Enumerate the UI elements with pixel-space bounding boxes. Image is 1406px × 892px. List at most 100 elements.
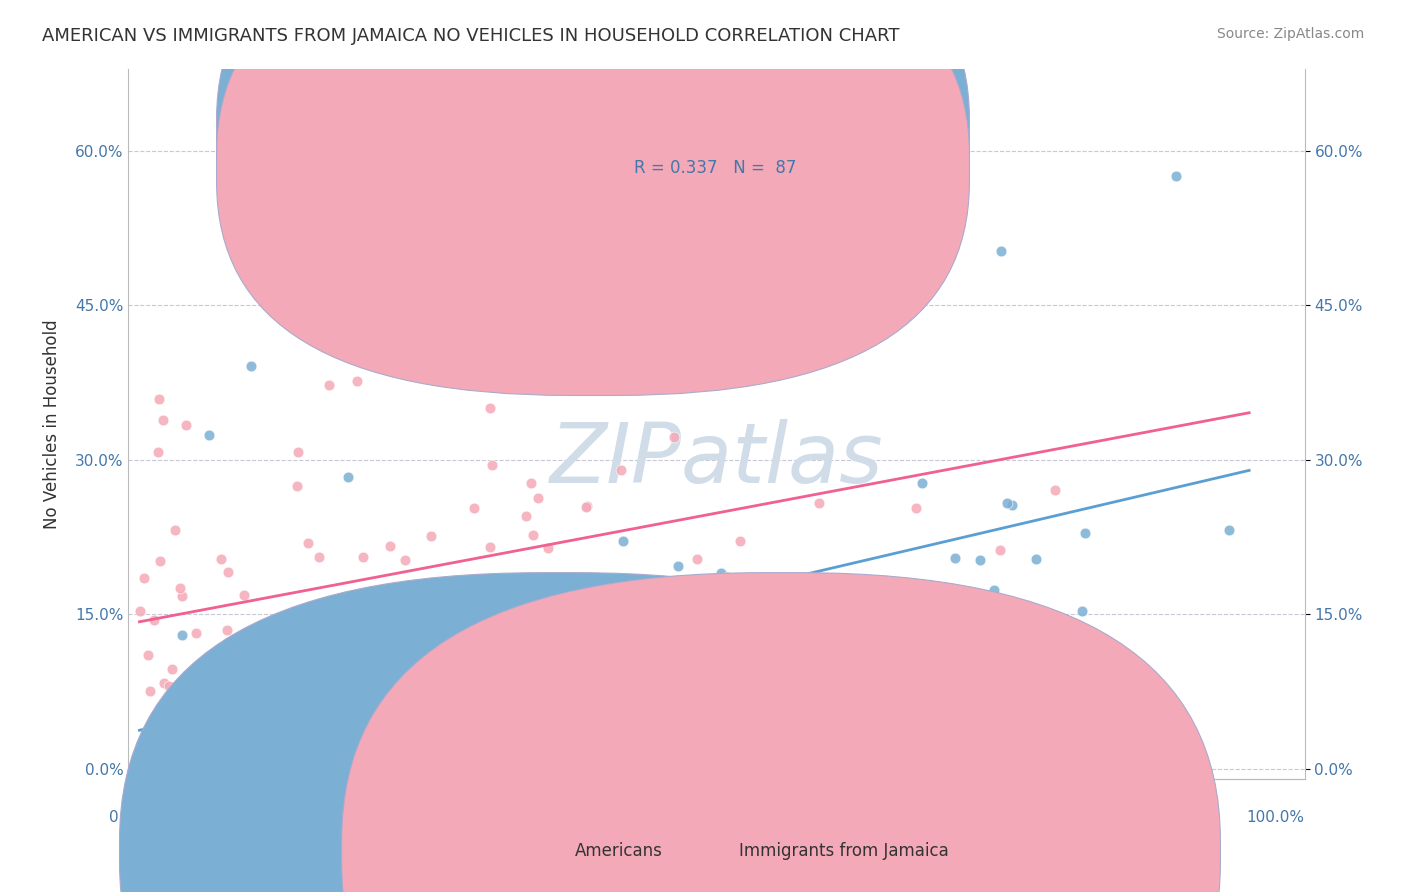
Point [599,629,621,643]
Point [498,699,520,714]
Point [569,329,592,343]
Point [266,669,288,683]
Point [308,694,330,708]
Point [285,724,308,739]
Point [352,550,374,565]
Point [866,171,889,186]
Point [167,725,190,739]
Point [285,685,308,699]
Point [889,662,911,676]
Point [669,674,692,689]
Point [681,643,703,657]
Point [207,762,229,776]
Point [297,536,319,550]
Point [347,690,370,704]
Point [711,619,734,633]
Point [264,281,287,295]
Point [723,602,745,616]
Point [278,617,301,632]
Point [323,760,346,774]
Point [1074,526,1097,541]
Point [415,673,437,687]
Point [657,641,679,656]
Point [911,475,934,490]
Point [292,281,315,295]
Point [716,570,738,584]
Point [229,762,252,776]
Point [387,657,409,672]
Point [340,743,363,757]
Point [654,730,676,744]
Point [342,678,364,692]
Point [418,661,440,675]
Point [482,702,505,716]
Point [356,673,378,688]
Point [426,594,449,608]
Point [488,673,510,688]
Point [149,554,172,568]
Point [562,624,585,639]
Point [859,587,882,601]
Point [353,700,375,714]
Text: Immigrants from Jamaica: Immigrants from Jamaica [738,842,949,860]
Point [501,701,523,715]
Point [710,566,733,580]
Point [447,654,470,668]
Point [671,698,693,712]
Point [155,762,177,776]
Point [1025,552,1047,566]
Point [501,658,523,673]
Point [815,573,838,587]
Point [287,445,309,459]
Point [218,670,240,684]
Point [686,552,709,566]
Point [267,718,290,732]
Point [481,458,503,473]
Point [696,625,718,640]
Text: Source: ZipAtlas.com: Source: ZipAtlas.com [1216,27,1364,41]
Point [465,637,488,651]
Point [270,674,292,689]
Point [152,413,174,427]
Point [565,177,588,191]
Point [887,623,910,637]
Point [143,613,166,627]
Point [146,445,169,459]
Point [515,509,537,524]
Point [522,528,544,542]
Point [157,738,180,752]
Point [799,281,821,295]
Point [1164,169,1187,183]
Point [157,679,180,693]
Point [995,496,1018,510]
Point [312,678,335,692]
Point [378,539,401,553]
Point [478,540,501,554]
Point [578,607,600,621]
Point [482,734,505,748]
Point [709,662,731,676]
Point [610,463,633,477]
Point [988,542,1011,557]
Point [724,634,747,648]
Point [593,635,616,649]
Point [373,644,395,658]
Point [1001,498,1024,512]
Point [737,709,759,723]
Point [301,715,323,730]
Point [526,751,548,765]
Point [416,605,439,619]
Point [489,629,512,643]
Point [776,650,799,665]
Point [337,470,360,484]
Text: 0.0%: 0.0% [110,810,148,825]
Point [217,566,239,580]
Point [134,744,156,758]
Point [510,749,533,764]
Point [221,762,243,776]
Text: Americans: Americans [575,842,662,860]
Point [813,590,835,604]
Text: ZIPatlas: ZIPatlas [550,419,883,500]
Point [356,701,378,715]
Point [343,698,366,712]
